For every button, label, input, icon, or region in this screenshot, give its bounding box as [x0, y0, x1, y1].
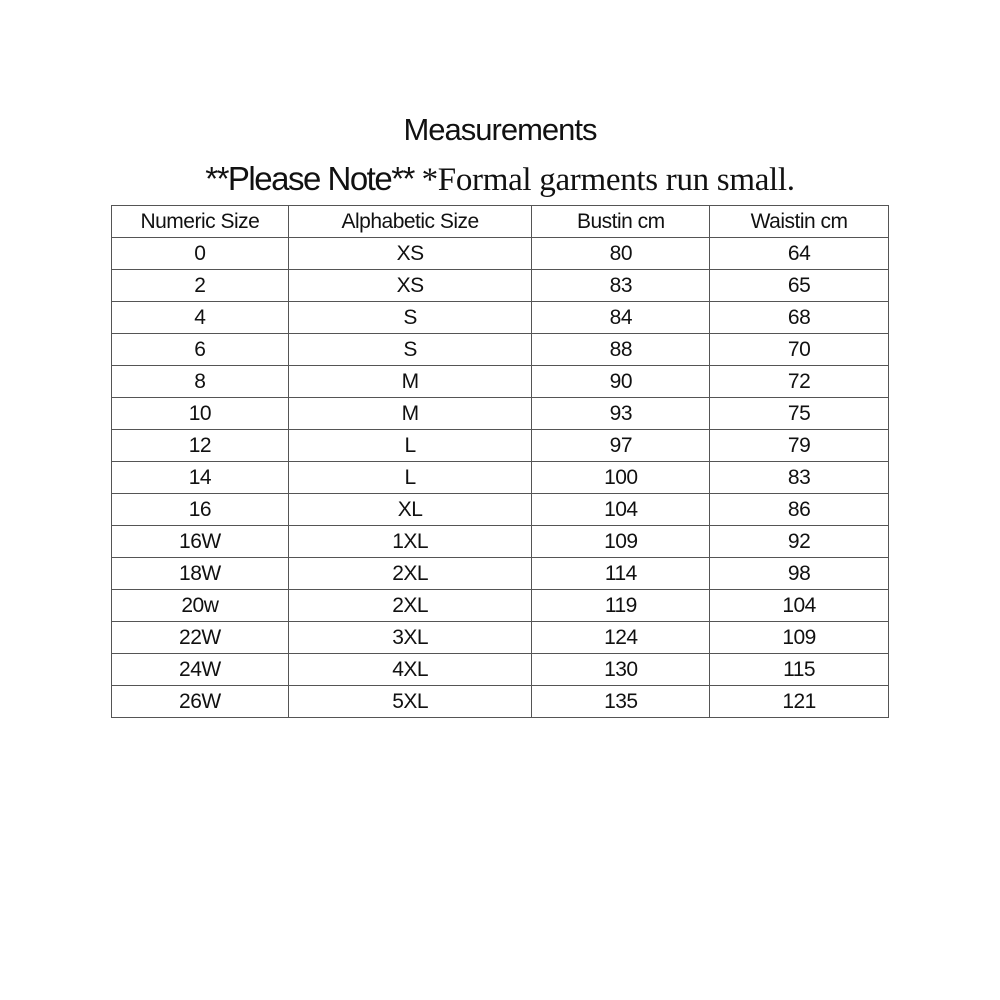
numeric-size-cell: 18W — [111, 557, 289, 590]
table-row: 10 M 93 75 — [111, 397, 889, 430]
alphabetic-size-cell: 4XL — [287, 653, 533, 686]
note: **Please Note** *Formal garments run sma… — [0, 160, 1000, 199]
numeric-size-cell: 16 — [111, 493, 289, 526]
waist-cell: 86 — [709, 493, 889, 526]
alphabetic-size-cell: M — [287, 365, 533, 398]
waist-cell: 121 — [709, 685, 889, 718]
table-row: 16 XL 104 86 — [111, 493, 889, 526]
table-row: 4 S 84 68 — [111, 301, 889, 334]
table-row: 14 L 100 83 — [111, 461, 889, 494]
alphabetic-size-cell: 5XL — [287, 685, 533, 718]
bust-cell: 124 — [531, 621, 711, 654]
waist-cell: 104 — [709, 589, 889, 622]
header-bust: Bustin cm — [531, 205, 711, 238]
waist-cell: 64 — [709, 237, 889, 270]
numeric-size-cell: 20w — [111, 589, 289, 622]
waist-cell: 70 — [709, 333, 889, 366]
table-row: 20w 2XL 119 104 — [111, 589, 889, 622]
numeric-size-cell: 0 — [111, 237, 289, 270]
bust-cell: 90 — [531, 365, 711, 398]
alphabetic-size-cell: S — [287, 301, 533, 334]
bust-cell: 114 — [531, 557, 711, 590]
table-row: 0 XS 80 64 — [111, 237, 889, 270]
bust-cell: 100 — [531, 461, 711, 494]
bust-cell: 130 — [531, 653, 711, 686]
waist-cell: 92 — [709, 525, 889, 558]
alphabetic-size-cell: 3XL — [287, 621, 533, 654]
alphabetic-size-cell: XS — [287, 237, 533, 270]
bust-cell: 80 — [531, 237, 711, 270]
note-prefix: **Please Note** — [205, 160, 422, 197]
bust-cell: 84 — [531, 301, 711, 334]
alphabetic-size-cell: L — [287, 461, 533, 494]
numeric-size-cell: 12 — [111, 429, 289, 462]
table-row: 26W 5XL 135 121 — [111, 685, 889, 718]
alphabetic-size-cell: M — [287, 397, 533, 430]
note-text: *Formal garments run small. — [421, 162, 795, 198]
alphabetic-size-cell: XL — [287, 493, 533, 526]
waist-cell: 83 — [709, 461, 889, 494]
numeric-size-cell: 10 — [111, 397, 289, 430]
header-waist: Waistin cm — [709, 205, 889, 238]
table-row: 2 XS 83 65 — [111, 269, 889, 302]
numeric-size-cell: 24W — [111, 653, 289, 686]
alphabetic-size-cell: 1XL — [287, 525, 533, 558]
waist-cell: 115 — [709, 653, 889, 686]
table-row: 24W 4XL 130 115 — [111, 653, 889, 686]
table-row: 16W 1XL 109 92 — [111, 525, 889, 558]
bust-cell: 104 — [531, 493, 711, 526]
waist-cell: 72 — [709, 365, 889, 398]
table-row: 6 S 88 70 — [111, 333, 889, 366]
bust-cell: 83 — [531, 269, 711, 302]
alphabetic-size-cell: 2XL — [287, 589, 533, 622]
alphabetic-size-cell: L — [287, 429, 533, 462]
numeric-size-cell: 16W — [111, 525, 289, 558]
size-table: Numeric Size Alphabetic Size Bustin cm W… — [111, 205, 889, 718]
waist-cell: 68 — [709, 301, 889, 334]
numeric-size-cell: 22W — [111, 621, 289, 654]
header-row: Numeric Size Alphabetic Size Bustin cm W… — [111, 205, 889, 238]
waist-cell: 75 — [709, 397, 889, 430]
bust-cell: 119 — [531, 589, 711, 622]
numeric-size-cell: 14 — [111, 461, 289, 494]
bust-cell: 97 — [531, 429, 711, 462]
waist-cell: 65 — [709, 269, 889, 302]
table-row: 18W 2XL 114 98 — [111, 557, 889, 590]
bust-cell: 109 — [531, 525, 711, 558]
header-alphabetic-size: Alphabetic Size — [287, 205, 533, 238]
bust-cell: 135 — [531, 685, 711, 718]
alphabetic-size-cell: XS — [287, 269, 533, 302]
waist-cell: 79 — [709, 429, 889, 462]
numeric-size-cell: 26W — [111, 685, 289, 718]
numeric-size-cell: 4 — [111, 301, 289, 334]
table-row: 8 M 90 72 — [111, 365, 889, 398]
alphabetic-size-cell: 2XL — [287, 557, 533, 590]
bust-cell: 93 — [531, 397, 711, 430]
header-numeric-size: Numeric Size — [111, 205, 289, 238]
bust-cell: 88 — [531, 333, 711, 366]
table-row: 12 L 97 79 — [111, 429, 889, 462]
numeric-size-cell: 2 — [111, 269, 289, 302]
page-title: Measurements — [403, 112, 597, 147]
waist-cell: 98 — [709, 557, 889, 590]
alphabetic-size-cell: S — [287, 333, 533, 366]
table-row: 22W 3XL 124 109 — [111, 621, 889, 654]
waist-cell: 109 — [709, 621, 889, 654]
numeric-size-cell: 8 — [111, 365, 289, 398]
numeric-size-cell: 6 — [111, 333, 289, 366]
